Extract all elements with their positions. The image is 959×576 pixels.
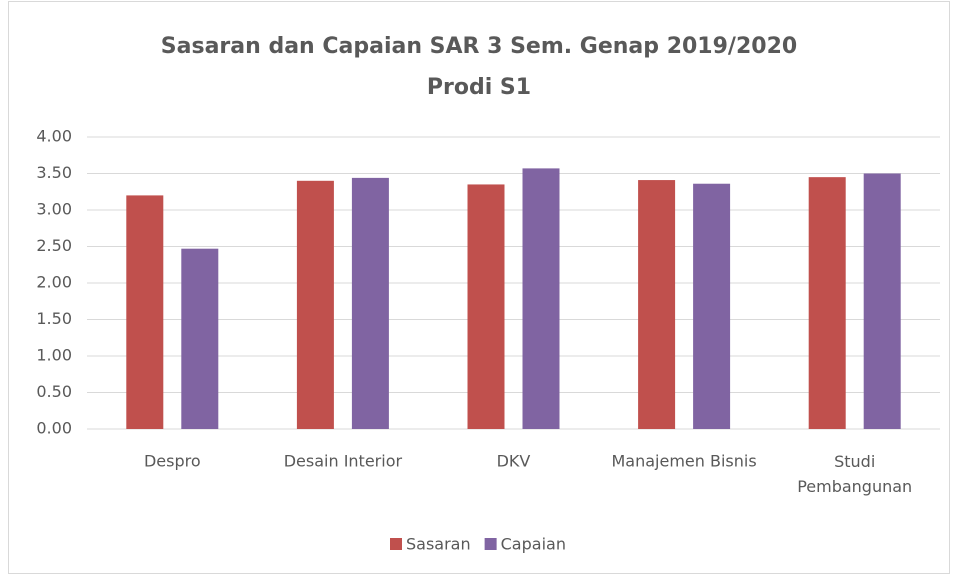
bar <box>181 248 219 429</box>
chart-title: Prodi S1 <box>427 75 531 100</box>
bar <box>296 180 334 429</box>
y-tick-label: 2.50 <box>36 236 72 255</box>
x-tick-label: Manajemen Bisnis <box>612 452 757 471</box>
chart-title: Sasaran dan Capaian SAR 3 Sem. Genap 201… <box>161 34 797 59</box>
y-tick-label: 1.50 <box>36 309 72 328</box>
x-tick-label: Despro <box>144 452 201 471</box>
legend-label: Capaian <box>501 535 566 554</box>
y-tick-label: 3.50 <box>36 163 72 182</box>
legend-label: Sasaran <box>406 535 471 554</box>
bar <box>693 183 731 429</box>
legend-swatch <box>390 538 402 550</box>
y-tick-label: 2.00 <box>36 273 72 292</box>
x-tick-label: DKV <box>497 452 531 471</box>
x-tick-label: Studi Pembangunan <box>797 452 912 496</box>
y-tick-label: 4.00 <box>36 127 72 146</box>
bar <box>126 195 164 429</box>
y-tick-label: 0.00 <box>36 419 72 438</box>
bar <box>351 177 389 429</box>
bar <box>863 173 901 429</box>
bar <box>808 177 846 429</box>
legend-swatch <box>484 538 497 550</box>
y-tick-label: 0.50 <box>36 382 72 401</box>
bar <box>638 180 676 429</box>
bar <box>467 184 505 429</box>
x-tick-label: Desain Interior <box>284 452 403 471</box>
y-tick-label: 3.00 <box>36 200 72 219</box>
bar <box>522 168 560 429</box>
y-tick-label: 1.00 <box>36 346 72 365</box>
